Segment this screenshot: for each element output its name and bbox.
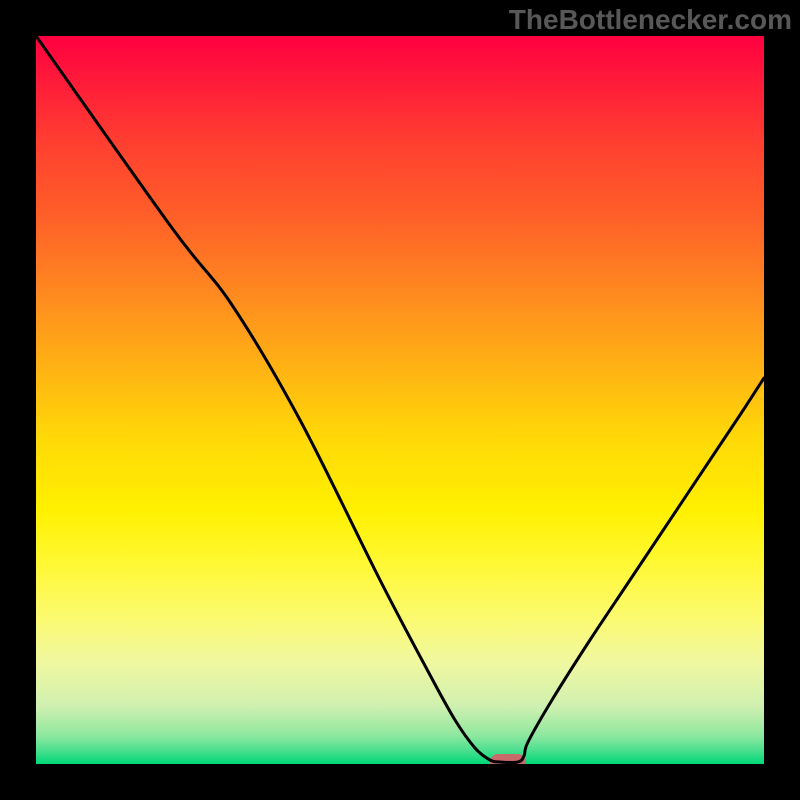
- watermark-text: TheBottlenecker.com: [509, 4, 792, 36]
- bottleneck-chart: [0, 0, 800, 800]
- chart-background: [36, 36, 764, 764]
- chart-container: TheBottlenecker.com: [0, 0, 800, 800]
